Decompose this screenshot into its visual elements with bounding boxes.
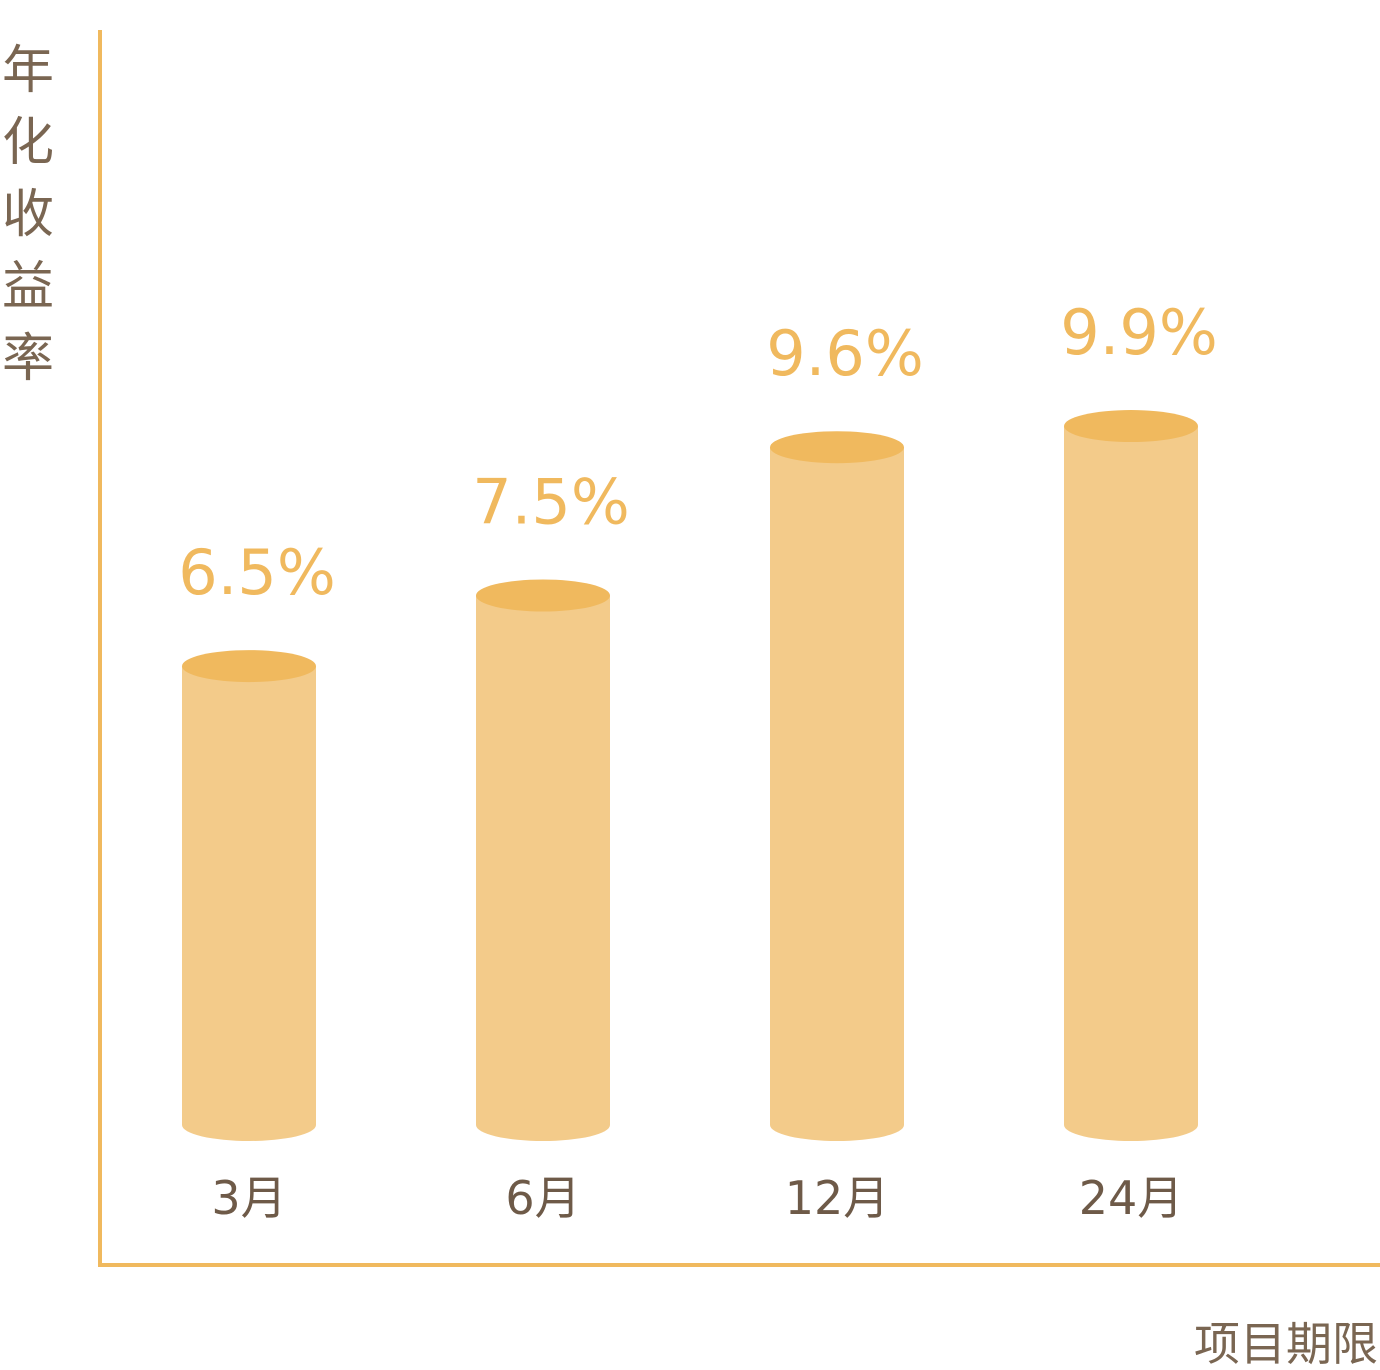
bar-top — [770, 431, 904, 464]
bar-top — [476, 579, 610, 612]
x-tick-label: 6月 — [505, 1171, 580, 1225]
bar-6月 — [476, 579, 610, 1141]
y-axis-label-char: 率 — [2, 329, 54, 389]
y-axis-label-char: 收 — [2, 185, 54, 245]
x-axis-label: 项目期限 — [1194, 1317, 1378, 1370]
bar-12月 — [770, 431, 904, 1141]
y-axis-label-char: 益 — [2, 257, 54, 317]
bar-bottom — [770, 1109, 904, 1141]
value-label: 9.6% — [766, 317, 924, 390]
bar-24月 — [1064, 410, 1198, 1141]
x-tick-label: 24月 — [1079, 1171, 1184, 1225]
value-label: 9.9% — [1060, 296, 1218, 369]
value-label: 6.5% — [178, 536, 336, 609]
bar-top — [1064, 410, 1198, 443]
bar-top — [182, 650, 316, 683]
value-label: 7.5% — [472, 466, 630, 539]
bar-body — [1064, 426, 1198, 1125]
bar-bottom — [182, 1109, 316, 1141]
y-axis-label-char: 年 — [2, 41, 54, 101]
value-labels-group: 6.5% 7.5% 9.6% 9.9% — [178, 296, 1218, 609]
bars-group — [182, 410, 1198, 1141]
bar-bottom — [1064, 1109, 1198, 1141]
y-axis-label-char: 化 — [2, 113, 54, 173]
bar-bottom — [476, 1109, 610, 1141]
bar-3月 — [182, 650, 316, 1141]
x-tick-labels-group: 3月 6月 12月 24月 — [211, 1171, 1183, 1225]
x-tick-label: 3月 — [211, 1171, 286, 1225]
x-tick-label: 12月 — [785, 1171, 890, 1225]
bar-body — [770, 447, 904, 1125]
bar-body — [182, 666, 316, 1125]
bar-body — [476, 595, 610, 1125]
